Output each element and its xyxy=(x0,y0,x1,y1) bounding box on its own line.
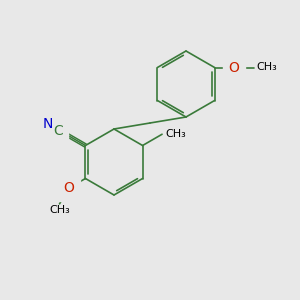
Text: CH₃: CH₃ xyxy=(165,129,186,139)
Text: CH₃: CH₃ xyxy=(49,205,70,215)
Text: CH₃: CH₃ xyxy=(256,62,277,73)
Text: O: O xyxy=(229,61,239,74)
Text: O: O xyxy=(63,181,74,195)
Text: C: C xyxy=(53,124,63,137)
Text: N: N xyxy=(43,117,53,131)
